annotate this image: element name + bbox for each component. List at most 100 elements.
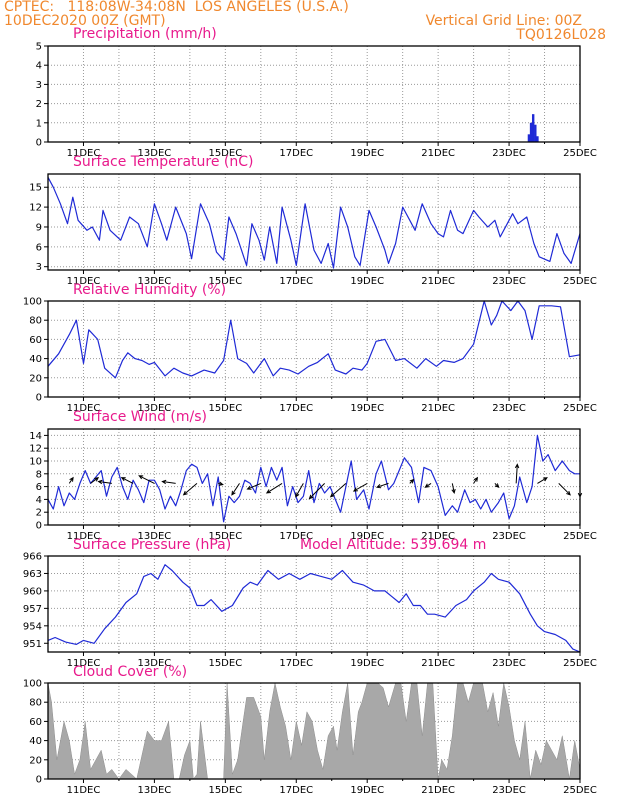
header-station: CPTEC: 118:08W-34:08N LOS ANGELES (U.S.A… (4, 0, 349, 15)
wind-vector-arrow (494, 483, 500, 489)
pres-ytick-label: 954 (23, 621, 42, 632)
wind-vector-arrow (558, 483, 571, 496)
cloud-xtick-label: 13DEC (138, 785, 172, 796)
precip-ytick-label: 3 (36, 80, 42, 91)
wind-vector-arrow (295, 483, 304, 498)
pres-xtick-label: 21DEC (421, 658, 455, 669)
precip-bar (536, 136, 539, 142)
temp-xtick-label: 11DEC (67, 276, 101, 287)
cloud-ytick-label: 0 (36, 775, 42, 786)
cloud-ytick-label: 40 (29, 736, 42, 747)
temp-xtick-label: 17DEC (279, 276, 313, 287)
precip-panel-title: Precipitation (mm/h) (73, 26, 217, 42)
rh-xtick-label: 21DEC (421, 403, 455, 414)
precip-xtick-label: 15DEC (208, 148, 242, 159)
temp-xtick-label: 21DEC (421, 276, 455, 287)
rh-line (47, 300, 581, 379)
cloud-ytick-label: 100 (23, 679, 42, 690)
wind-vector-arrow (424, 482, 432, 488)
precip-xtick-label: 13DEC (138, 148, 172, 159)
wind-ytick-label: 0 (36, 521, 42, 532)
cloud-xtick-label: 23DEC (492, 785, 526, 796)
wind-vector-arrow (182, 483, 198, 496)
cloud-xtick-label: 17DEC (279, 785, 313, 796)
wind-vector-arrow (352, 482, 368, 492)
temp-xtick-label: 13DEC (138, 276, 172, 287)
temp-panel-title: Surface Temperature (nC) (73, 154, 254, 170)
precip-xtick-label: 17DEC (279, 148, 313, 159)
precip-ytick-label: 2 (36, 99, 42, 110)
wind-vector-arrow (161, 479, 176, 485)
rh-panel-title: Relative Humidity (%) (73, 282, 226, 298)
cloud-ytick-label: 80 (29, 698, 42, 709)
pres-ytick-label: 957 (23, 604, 42, 615)
wind-vector-arrow (409, 478, 415, 484)
rh-ytick-label: 0 (36, 393, 42, 404)
wind-xtick-label: 25DEC (563, 531, 597, 542)
cloud-ytick-label: 60 (29, 717, 42, 728)
wind-vector-arrow (514, 463, 520, 484)
pres-frame (47, 555, 581, 653)
header-model-code: TQ0126L028 (516, 27, 606, 43)
wind-vector-arrow (231, 483, 240, 496)
cloud-area (47, 682, 581, 780)
precip-ytick-label: 5 (36, 42, 42, 53)
pres-ytick-label: 960 (23, 586, 42, 597)
pres-xtick-label: 23DEC (492, 658, 526, 669)
header-grid-line-note: Vertical Grid Line: 00Z (425, 13, 582, 29)
pres-xtick-label: 17DEC (279, 658, 313, 669)
wind-xtick-label: 17DEC (279, 531, 313, 542)
wind-vector-arrow (265, 482, 283, 494)
rh-xtick-label: 23DEC (492, 403, 526, 414)
cloud-xtick-label: 15DEC (208, 785, 242, 796)
wind-xtick-label: 21DEC (421, 531, 455, 542)
rh-ytick-label: 60 (29, 335, 42, 346)
precip-xtick-label: 23DEC (492, 148, 526, 159)
wind-vector-arrow (451, 483, 456, 495)
precip-ytick-label: 0 (36, 138, 42, 149)
wind-xtick-label: 19DEC (350, 531, 384, 542)
wind-vector-arrow (120, 477, 134, 484)
temp-ytick-label: 12 (29, 203, 42, 214)
wind-ytick-label: 14 (29, 431, 42, 442)
rh-ytick-label: 100 (23, 297, 42, 308)
wind-vector-arrow (218, 481, 224, 486)
cloud-xtick-label: 19DEC (350, 785, 384, 796)
precip-bar (529, 122, 533, 142)
wind-ytick-label: 10 (29, 457, 42, 468)
precip-xtick-label: 25DEC (563, 148, 597, 159)
rh-ytick-label: 40 (29, 354, 42, 365)
wind-ytick-label: 4 (36, 495, 42, 506)
pres-ytick-label: 951 (23, 639, 42, 650)
pres-ytick-label: 963 (23, 569, 42, 580)
pres-line (47, 564, 581, 653)
temp-xtick-label: 19DEC (350, 276, 384, 287)
pres-xtick-label: 13DEC (138, 658, 172, 669)
rh-xtick-label: 19DEC (350, 403, 384, 414)
pres-xtick-label: 15DEC (208, 658, 242, 669)
cloud-xtick-label: 21DEC (421, 785, 455, 796)
temp-line (47, 177, 581, 269)
precip-bar (531, 114, 535, 142)
rh-xtick-label: 13DEC (138, 403, 172, 414)
temp-xtick-label: 25DEC (563, 276, 597, 287)
precip-frame (47, 45, 581, 143)
wind-xtick-label: 11DEC (67, 531, 101, 542)
precip-bar (534, 124, 537, 142)
precip-ytick-label: 4 (36, 61, 42, 72)
cloud-panel-title: Cloud Cover (%) (73, 664, 187, 680)
wind-vector-arrow (329, 483, 347, 498)
temp-frame (47, 173, 581, 271)
wind-ytick-label: 6 (36, 482, 42, 493)
wind-vector-arrow (90, 477, 100, 484)
wind-panel-title: Surface Wind (m/s) (73, 409, 207, 425)
rh-xtick-label: 15DEC (208, 403, 242, 414)
rh-frame (47, 300, 581, 398)
wind-vector-arrow (97, 479, 112, 485)
rh-ytick-label: 80 (29, 316, 42, 327)
wind-frame (47, 428, 581, 526)
temp-ytick-label: 9 (36, 222, 42, 233)
rh-ytick-label: 20 (29, 373, 42, 384)
wind-ytick-label: 2 (36, 508, 42, 519)
pres-xtick-label: 11DEC (67, 658, 101, 669)
